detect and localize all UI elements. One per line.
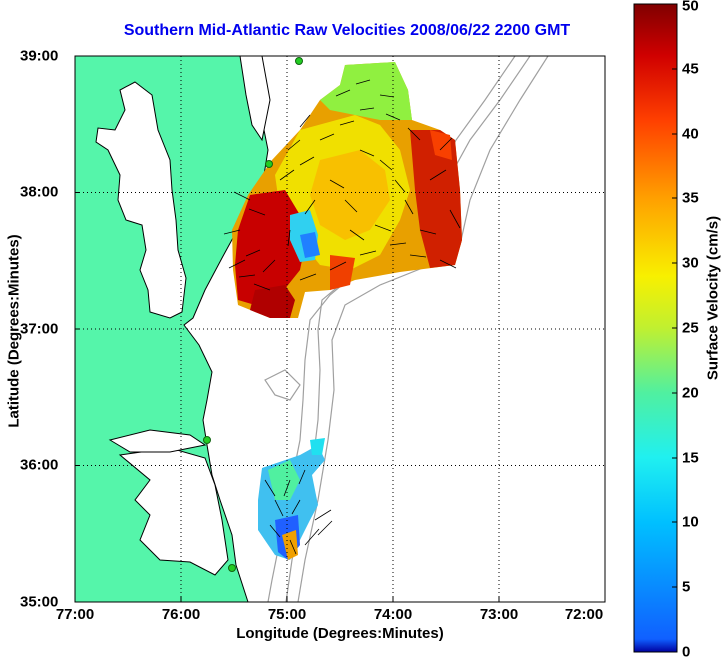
axis-tick-marks [75, 192, 500, 602]
pamlico-sound [118, 447, 229, 576]
delaware-bay [239, 56, 271, 142]
grid-lines [75, 56, 605, 602]
x-tick-label: 74:00 [373, 606, 413, 623]
colorbar-tick-label: 30 [682, 254, 699, 272]
velocity-vectors [223, 79, 461, 555]
colorbar-tick-marks [672, 68, 677, 588]
colorbar-tick-label: 5 [682, 578, 691, 596]
colorbar-tick-label: 10 [682, 513, 699, 531]
albemarle-sound [108, 429, 207, 453]
colorbar-tick-label: 45 [682, 60, 699, 78]
velocity-field-north [232, 62, 462, 318]
colorbar-tick-label: 0 [682, 643, 691, 661]
x-tick-label: 77:00 [55, 606, 95, 623]
x-axis-label: Longitude (Degrees:Minutes) [236, 625, 444, 642]
colorbar [633, 3, 678, 653]
x-tick-label: 72:00 [564, 606, 604, 623]
colorbar-tick-label: 15 [682, 449, 699, 467]
colorbar-tick-label: 40 [682, 125, 699, 143]
station-markers [203, 57, 303, 572]
colorbar-tick-label: 50 [682, 0, 699, 15]
colorbar-tick-label: 35 [682, 189, 699, 207]
y-tick-label: 38:00 [20, 183, 59, 201]
map-title: Southern Mid-Atlantic Raw Velocities 200… [123, 22, 571, 39]
y-tick-label: 39:00 [20, 47, 59, 65]
y-tick-label: 35:00 [20, 593, 59, 611]
y-tick-label: 36:00 [20, 456, 59, 474]
x-tick-label: 76:00 [161, 606, 201, 623]
x-tick-label: 73:00 [479, 606, 519, 623]
x-tick-label: 75:00 [267, 606, 307, 623]
chesapeake-bay [95, 81, 187, 319]
y-tick-label: 37:00 [20, 320, 59, 338]
colorbar-tick-label: 20 [682, 384, 699, 402]
colorbar-tick-label: 25 [682, 319, 699, 337]
